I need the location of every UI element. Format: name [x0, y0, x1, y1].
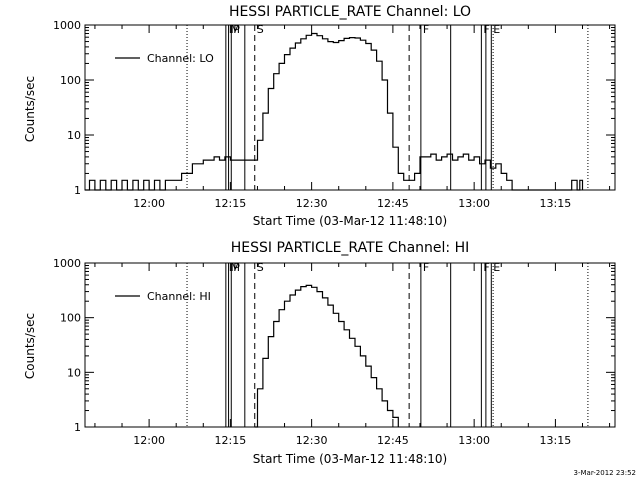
- y-tick-label: 1000: [53, 257, 81, 270]
- y-axis-label: Counts/sec: [23, 313, 37, 379]
- marker-label: F: [483, 23, 489, 36]
- plot-frame: [84, 24, 616, 191]
- chart-panel-lo: HESSI PARTICLE_RATE Channel: LO Counts/s…: [23, 4, 616, 228]
- x-tick-label: 12:45: [377, 197, 409, 210]
- y-axis-label: Counts/sec: [23, 76, 37, 142]
- chart-title: HESSI PARTICLE_RATE Channel: HI: [231, 240, 469, 256]
- y-tick-label: 1: [74, 421, 81, 434]
- x-tick-label: 12:00: [133, 197, 165, 210]
- y-tick-label: 10: [67, 129, 81, 142]
- x-tick-label: 12:30: [296, 434, 328, 447]
- marker-label: P: [233, 23, 240, 36]
- y-tick-label: 10: [67, 366, 81, 379]
- x-tick-label: 12:00: [133, 434, 165, 447]
- x-tick-label: 12:45: [377, 434, 409, 447]
- marker-label: E: [493, 261, 500, 274]
- x-axis-label: Start Time (03-Mar-12 11:48:10): [253, 452, 447, 466]
- timestamp: 3-Mar-2012 23:52: [574, 469, 636, 477]
- marker-label: S: [257, 23, 264, 36]
- x-tick-label: 13:00: [458, 197, 490, 210]
- marker-label: S: [257, 261, 264, 274]
- plot-frame: [84, 262, 616, 428]
- marker-label: M: [231, 23, 241, 36]
- chart-panel-hi: HESSI PARTICLE_RATE Channel: HI Counts/s…: [23, 240, 616, 466]
- marker-label: M: [231, 261, 241, 274]
- x-tick-label: 13:00: [458, 434, 490, 447]
- y-tick-label: 100: [60, 312, 81, 325]
- legend-label: Channel: HI: [147, 290, 211, 303]
- x-tick-label: 13:15: [540, 197, 572, 210]
- x-tick-label: 12:30: [296, 197, 328, 210]
- marker-label: P: [233, 261, 240, 274]
- legend-label: Channel: LO: [147, 52, 214, 65]
- y-tick-label: 1000: [53, 19, 81, 32]
- series-line: [254, 284, 399, 428]
- x-tick-label: 12:15: [215, 434, 247, 447]
- chart-title: HESSI PARTICLE_RATE Channel: LO: [229, 4, 471, 20]
- marker-label: F: [423, 261, 429, 274]
- x-axis-label: Start Time (03-Mar-12 11:48:10): [253, 214, 447, 228]
- x-tick-label: 13:15: [540, 434, 572, 447]
- marker-label: F: [483, 261, 489, 274]
- marker-label: F: [423, 23, 429, 36]
- y-tick-label: 100: [60, 74, 81, 87]
- series-line: [85, 32, 584, 191]
- y-tick-label: 1: [74, 184, 81, 197]
- marker-label: E: [493, 23, 500, 36]
- x-tick-label: 12:15: [215, 197, 247, 210]
